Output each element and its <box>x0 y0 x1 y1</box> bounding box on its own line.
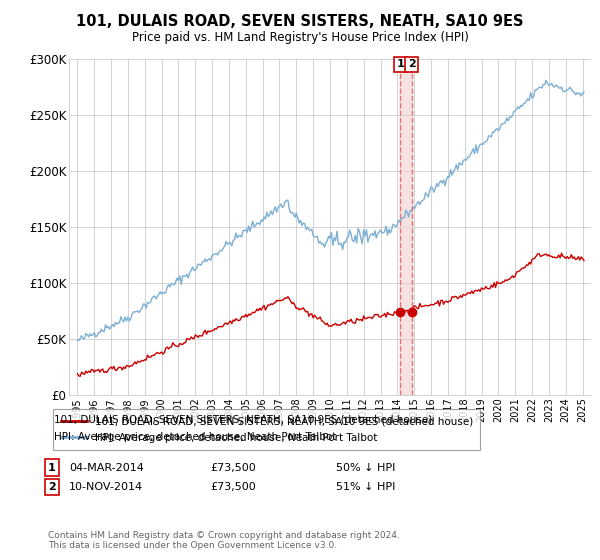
Text: £73,500: £73,500 <box>210 463 256 473</box>
Text: 04-MAR-2014: 04-MAR-2014 <box>69 463 144 473</box>
Text: HPI: Average price, detached house, Neath Port Talbot: HPI: Average price, detached house, Neat… <box>54 432 337 442</box>
Text: 1: 1 <box>397 59 404 69</box>
Text: Price paid vs. HM Land Registry's House Price Index (HPI): Price paid vs. HM Land Registry's House … <box>131 31 469 44</box>
Text: 50% ↓ HPI: 50% ↓ HPI <box>336 463 395 473</box>
Text: 2: 2 <box>408 59 416 69</box>
Text: 2: 2 <box>48 482 56 492</box>
Text: 101, DULAIS ROAD, SEVEN SISTERS, NEATH, SA10 9ES: 101, DULAIS ROAD, SEVEN SISTERS, NEATH, … <box>76 14 524 29</box>
Text: 1: 1 <box>48 463 56 473</box>
Legend: 101, DULAIS ROAD, SEVEN SISTERS, NEATH, SA10 9ES (detached house), HPI: Average : 101, DULAIS ROAD, SEVEN SISTERS, NEATH, … <box>53 409 481 450</box>
Text: 101, DULAIS ROAD, SEVEN SISTERS, NEATH, SA10 9ES (detached house): 101, DULAIS ROAD, SEVEN SISTERS, NEATH, … <box>54 415 432 425</box>
Text: 51% ↓ HPI: 51% ↓ HPI <box>336 482 395 492</box>
Text: £73,500: £73,500 <box>210 482 256 492</box>
Bar <box>400 59 412 395</box>
Text: Contains HM Land Registry data © Crown copyright and database right 2024.
This d: Contains HM Land Registry data © Crown c… <box>48 530 400 550</box>
Text: 10-NOV-2014: 10-NOV-2014 <box>69 482 143 492</box>
